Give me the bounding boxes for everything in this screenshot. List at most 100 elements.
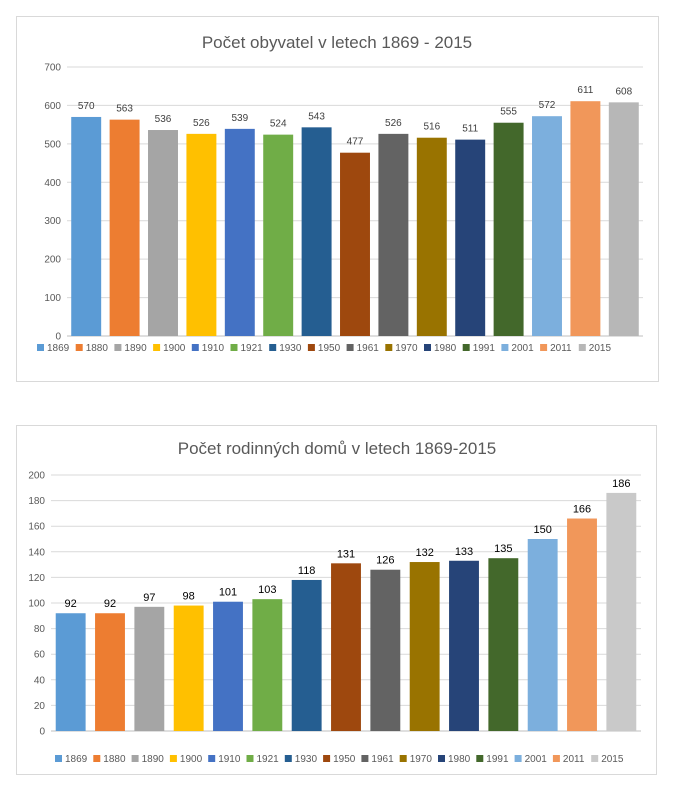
bar-1950 xyxy=(340,152,370,336)
legend-swatch-1950 xyxy=(307,344,315,351)
bar-1970 xyxy=(409,562,440,731)
legend-label-1970: 1970 xyxy=(395,343,418,354)
data-label-1921: 524 xyxy=(270,119,287,130)
data-label-1950: 131 xyxy=(337,548,355,560)
legend-swatch-1961 xyxy=(346,344,354,351)
legend-swatch-1980 xyxy=(424,344,431,351)
data-label-1970: 132 xyxy=(415,547,433,559)
data-label-2015: 608 xyxy=(615,86,632,97)
legend-swatch-2011 xyxy=(540,344,548,351)
legend-swatch-1921 xyxy=(230,344,238,351)
legend-label-1910: 1910 xyxy=(218,754,241,765)
legend-label-1980: 1980 xyxy=(434,343,457,354)
data-label-1880: 92 xyxy=(104,598,116,610)
bar-2011 xyxy=(567,518,597,731)
y-tick-label: 20 xyxy=(34,701,46,712)
y-tick-label: 0 xyxy=(39,727,45,738)
legend-label-2015: 2015 xyxy=(589,343,612,354)
y-tick-label: 100 xyxy=(44,293,61,304)
y-tick-label: 200 xyxy=(44,255,61,266)
legend-label-1900: 1900 xyxy=(163,343,186,354)
y-tick-label: 60 xyxy=(34,650,46,661)
legend-swatch-1970 xyxy=(385,344,393,351)
legend-label-1869: 1869 xyxy=(65,754,88,765)
data-label-1900: 526 xyxy=(193,118,210,129)
legend-swatch-2015 xyxy=(591,755,599,762)
chart-title: Počet obyvatel v letech 1869 - 2015 xyxy=(202,33,472,52)
legend-swatch-1900 xyxy=(153,344,161,351)
bar-1991 xyxy=(488,558,519,731)
legend-label-1950: 1950 xyxy=(333,754,356,765)
legend-swatch-1900 xyxy=(169,755,177,762)
bar-1869 xyxy=(71,116,102,336)
legend-swatch-1991 xyxy=(462,344,470,351)
y-tick-label: 200 xyxy=(28,471,45,482)
data-label-1930: 118 xyxy=(298,565,316,577)
bar-1930 xyxy=(301,127,332,336)
data-label-1910: 101 xyxy=(219,587,237,599)
legend-label-1880: 1880 xyxy=(86,343,109,354)
legend-swatch-1970 xyxy=(399,755,407,762)
legend-label-1910: 1910 xyxy=(202,343,225,354)
y-tick-label: 80 xyxy=(34,624,46,635)
data-label-2015: 186 xyxy=(612,478,630,490)
data-label-1980: 511 xyxy=(462,124,478,135)
data-label-2001: 150 xyxy=(533,524,551,536)
legend-label-1890: 1890 xyxy=(142,754,165,765)
bar-2015 xyxy=(608,102,639,337)
bar-1930 xyxy=(291,579,322,731)
data-label-2011: 166 xyxy=(573,504,591,516)
legend-label-2015: 2015 xyxy=(601,754,624,765)
data-label-1961: 126 xyxy=(376,555,394,567)
bar-2001 xyxy=(532,116,562,336)
data-label-1910: 539 xyxy=(231,113,248,124)
legend-label-1991: 1991 xyxy=(473,343,496,354)
legend-swatch-1961 xyxy=(361,755,369,762)
bar-1910 xyxy=(224,128,255,336)
legend-label-1930: 1930 xyxy=(279,343,302,354)
bar-1991 xyxy=(493,122,524,336)
legend-swatch-1869 xyxy=(55,755,62,762)
houses-chart: Počet rodinných domů v letech 1869-2015 0… xyxy=(16,425,657,775)
legend-swatch-1930 xyxy=(269,344,277,351)
legend-label-1930: 1930 xyxy=(295,754,318,765)
legend-label-1961: 1961 xyxy=(357,343,380,354)
data-label-1880: 563 xyxy=(116,104,133,115)
data-label-1890: 97 xyxy=(143,592,155,604)
data-label-1921: 103 xyxy=(258,584,276,596)
legend-label-1950: 1950 xyxy=(318,343,341,354)
y-tick-label: 100 xyxy=(28,599,45,610)
legend-swatch-1930 xyxy=(284,755,292,762)
data-label-1950: 477 xyxy=(347,137,364,148)
chart-title: Počet rodinných domů v letech 1869-2015 xyxy=(178,439,496,458)
bar-1869 xyxy=(55,613,86,731)
bar-1980 xyxy=(455,139,486,336)
bar-1980 xyxy=(449,560,479,731)
data-label-1890: 536 xyxy=(155,114,172,125)
legend-label-1980: 1980 xyxy=(448,754,471,765)
legend-label-2011: 2011 xyxy=(550,343,572,354)
bar-1921 xyxy=(252,599,283,731)
y-tick-label: 700 xyxy=(44,63,61,74)
data-label-1869: 570 xyxy=(78,101,95,112)
legend-label-2011: 2011 xyxy=(563,754,585,765)
data-label-2001: 572 xyxy=(539,100,556,111)
bar-1890 xyxy=(148,130,178,336)
y-tick-label: 40 xyxy=(34,675,46,686)
legend-swatch-1921 xyxy=(246,755,254,762)
legend-label-1900: 1900 xyxy=(180,754,203,765)
legend-label-1921: 1921 xyxy=(257,754,280,765)
bar-1880 xyxy=(95,613,125,731)
population-chart: Počet obyvatel v letech 1869 - 2015 0 100 2… xyxy=(16,16,659,382)
y-tick-label: 600 xyxy=(44,101,61,112)
data-label-1930: 543 xyxy=(308,111,325,122)
data-label-1991: 135 xyxy=(494,543,512,555)
population-chart-svg: Počet obyvatel v letech 1869 - 2015 0 100 2… xyxy=(37,33,643,354)
bar-1910 xyxy=(213,601,243,731)
legend-label-1880: 1880 xyxy=(103,754,126,765)
legend-swatch-2011 xyxy=(552,755,560,762)
legend-swatch-1910 xyxy=(191,344,199,351)
data-label-1991: 555 xyxy=(500,107,517,118)
legend-label-1921: 1921 xyxy=(241,343,264,354)
data-label-1961: 526 xyxy=(385,118,402,129)
